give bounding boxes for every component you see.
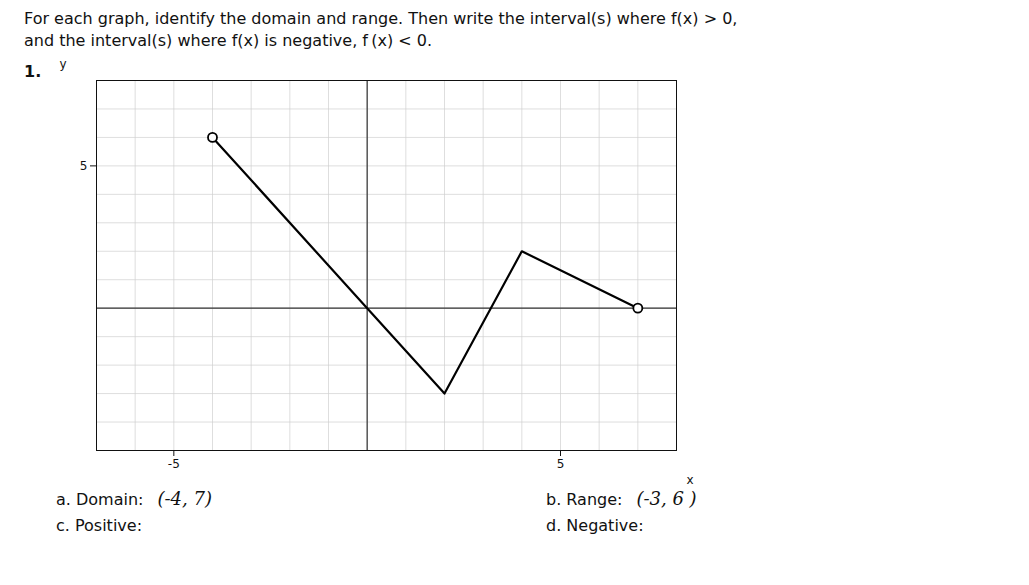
svg-text:5: 5 (557, 457, 565, 471)
html-text:d. Negative:: d. Negative: (546, 516, 644, 535)
svg-text:x: x (686, 473, 693, 487)
html-text:For each graph, identify the d: For each graph, identify the domain and … (24, 9, 738, 28)
svg-text:-5: -5 (168, 457, 180, 471)
html-text:c. Positive:: c. Positive: (56, 516, 142, 535)
svg-text:y: y (60, 57, 67, 71)
html-text:1.: 1. (24, 62, 42, 81)
html-text:(-3, 6 ): (-3, 6 ) (636, 488, 697, 509)
html-text:a. Domain:: a. Domain: (56, 490, 144, 509)
html-text:b. Range:: b. Range: (546, 490, 623, 509)
html-text:(-4, 7): (-4, 7) (157, 488, 212, 509)
html-text:and the interval(s) where f(x): and the interval(s) where f(x) is negati… (24, 31, 432, 50)
svg-text:5: 5 (80, 159, 88, 173)
